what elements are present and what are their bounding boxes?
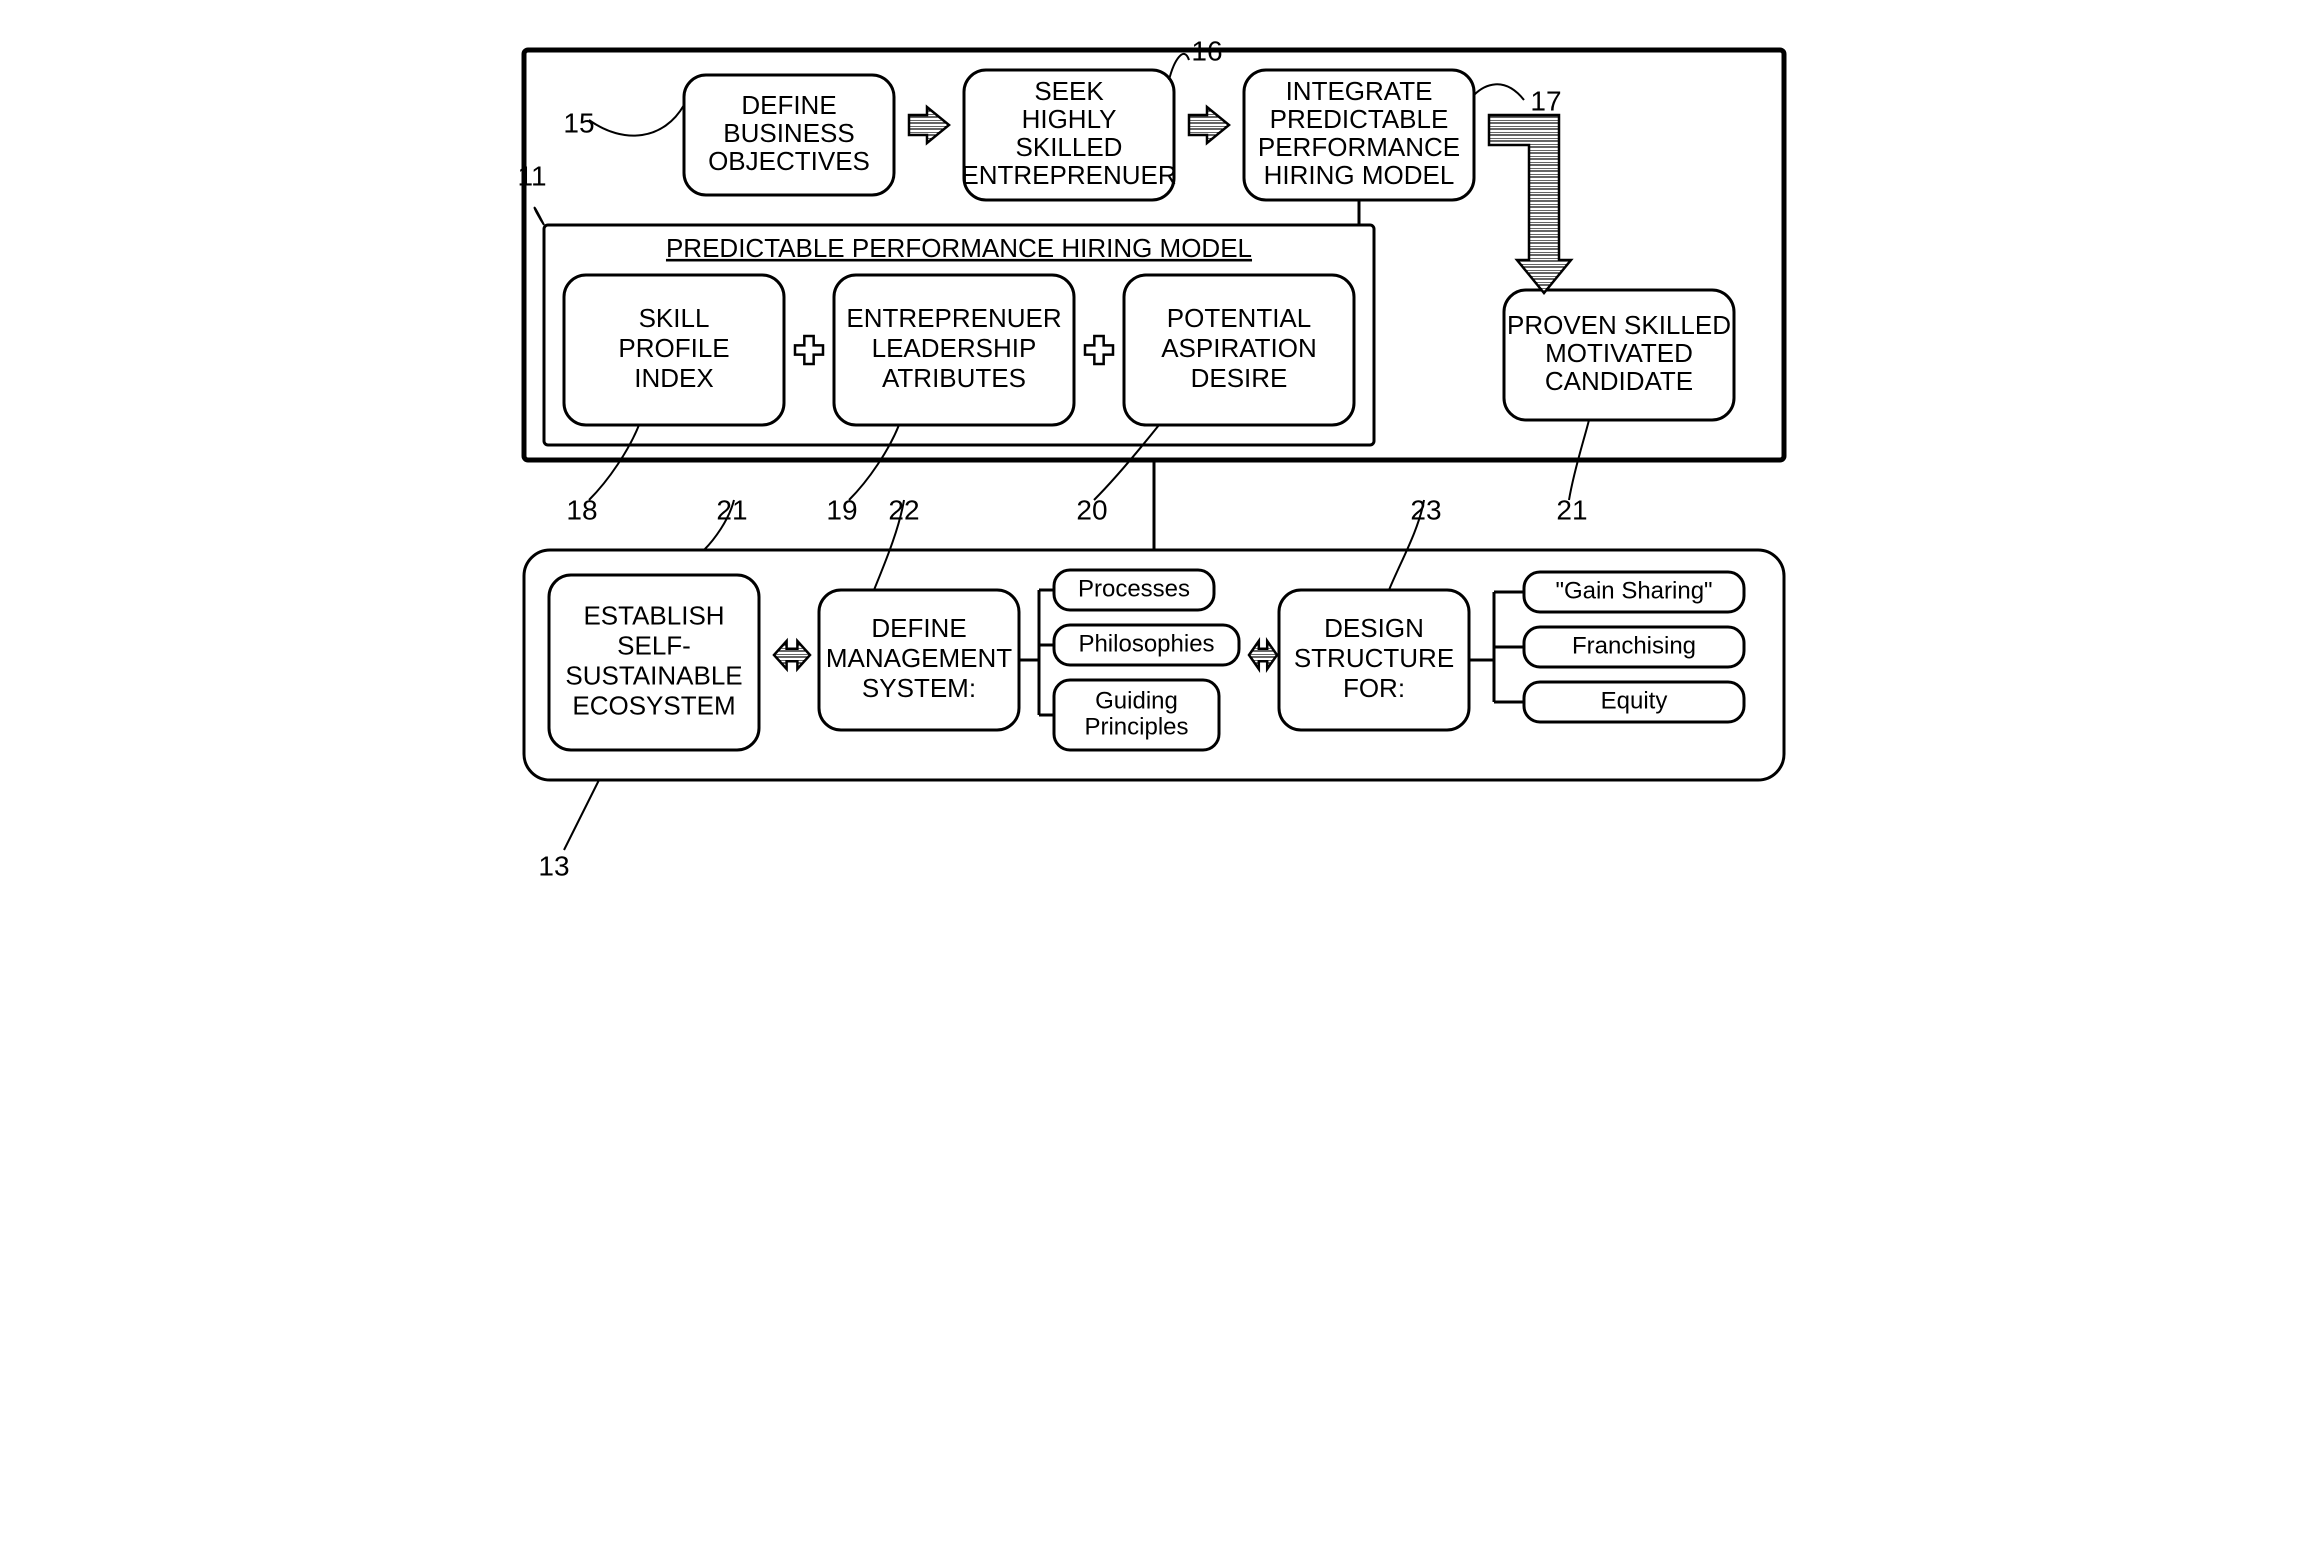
svg-text:SEEK: SEEK (1034, 76, 1104, 106)
svg-text:INDEX: INDEX (634, 363, 713, 393)
svg-text:SKILLED: SKILLED (1015, 132, 1122, 162)
svg-text:HIGHLY: HIGHLY (1021, 104, 1116, 134)
svg-text:PROFILE: PROFILE (618, 333, 729, 363)
svg-text:MOTIVATED: MOTIVATED (1545, 338, 1693, 368)
svg-text:PREDICTABLE PERFORMANCE HIRING: PREDICTABLE PERFORMANCE HIRING MODEL (665, 233, 1251, 263)
svg-text:19: 19 (826, 494, 857, 525)
svg-text:ASPIRATION: ASPIRATION (1161, 333, 1317, 363)
svg-text:23: 23 (1410, 494, 1441, 525)
svg-text:ESTABLISH: ESTABLISH (583, 600, 724, 630)
svg-text:DEFINE: DEFINE (741, 90, 836, 120)
svg-text:SUSTAINABLE: SUSTAINABLE (565, 660, 742, 690)
svg-text:20: 20 (1076, 494, 1107, 525)
svg-text:BUSINESS: BUSINESS (723, 118, 855, 148)
svg-text:DEFINE: DEFINE (871, 613, 966, 643)
svg-text:SYSTEM:: SYSTEM: (861, 673, 975, 703)
svg-text:ENTREPRENUER: ENTREPRENUER (846, 303, 1061, 333)
svg-text:21: 21 (716, 494, 747, 525)
svg-text:PREDICTABLE: PREDICTABLE (1269, 104, 1448, 134)
svg-text:INTEGRATE: INTEGRATE (1285, 76, 1432, 106)
svg-text:"Gain Sharing": "Gain Sharing" (1555, 577, 1712, 604)
svg-text:17: 17 (1530, 85, 1561, 116)
svg-text:18: 18 (566, 494, 597, 525)
svg-text:11: 11 (517, 160, 546, 191)
svg-text:PROVEN SKILLED: PROVEN SKILLED (1507, 310, 1731, 340)
svg-text:MANAGEMENT: MANAGEMENT (825, 643, 1011, 673)
svg-text:15: 15 (563, 107, 594, 138)
svg-text:STRUCTURE: STRUCTURE (1293, 643, 1453, 673)
svg-text:PERFORMANCE: PERFORMANCE (1257, 132, 1459, 162)
svg-text:FOR:: FOR: (1342, 673, 1404, 703)
svg-text:Equity: Equity (1600, 687, 1667, 714)
svg-text:21: 21 (1556, 494, 1587, 525)
svg-text:Processes: Processes (1077, 575, 1189, 602)
svg-text:Philosophies: Philosophies (1078, 630, 1214, 657)
svg-text:Franchising: Franchising (1571, 632, 1695, 659)
svg-text:ENTREPRENUER: ENTREPRENUER (961, 160, 1176, 190)
svg-text:HIRING MODEL: HIRING MODEL (1263, 160, 1454, 190)
svg-text:SKILL: SKILL (638, 303, 709, 333)
svg-text:ATRIBUTES: ATRIBUTES (882, 363, 1026, 393)
svg-text:CANDIDATE: CANDIDATE (1544, 366, 1692, 396)
svg-text:22: 22 (888, 494, 919, 525)
svg-text:OBJECTIVES: OBJECTIVES (708, 146, 870, 176)
svg-text:DESIGN: DESIGN (1324, 613, 1424, 643)
svg-text:13: 13 (538, 850, 569, 881)
svg-text:ECOSYSTEM: ECOSYSTEM (572, 690, 735, 720)
svg-text:DESIRE: DESIRE (1190, 363, 1287, 393)
svg-text:POTENTIAL: POTENTIAL (1166, 303, 1310, 333)
svg-text:SELF-: SELF- (617, 630, 691, 660)
svg-text:LEADERSHIP: LEADERSHIP (871, 333, 1036, 363)
svg-text:Principles: Principles (1084, 713, 1188, 740)
svg-text:16: 16 (1191, 35, 1222, 66)
svg-text:Guiding: Guiding (1095, 687, 1178, 714)
